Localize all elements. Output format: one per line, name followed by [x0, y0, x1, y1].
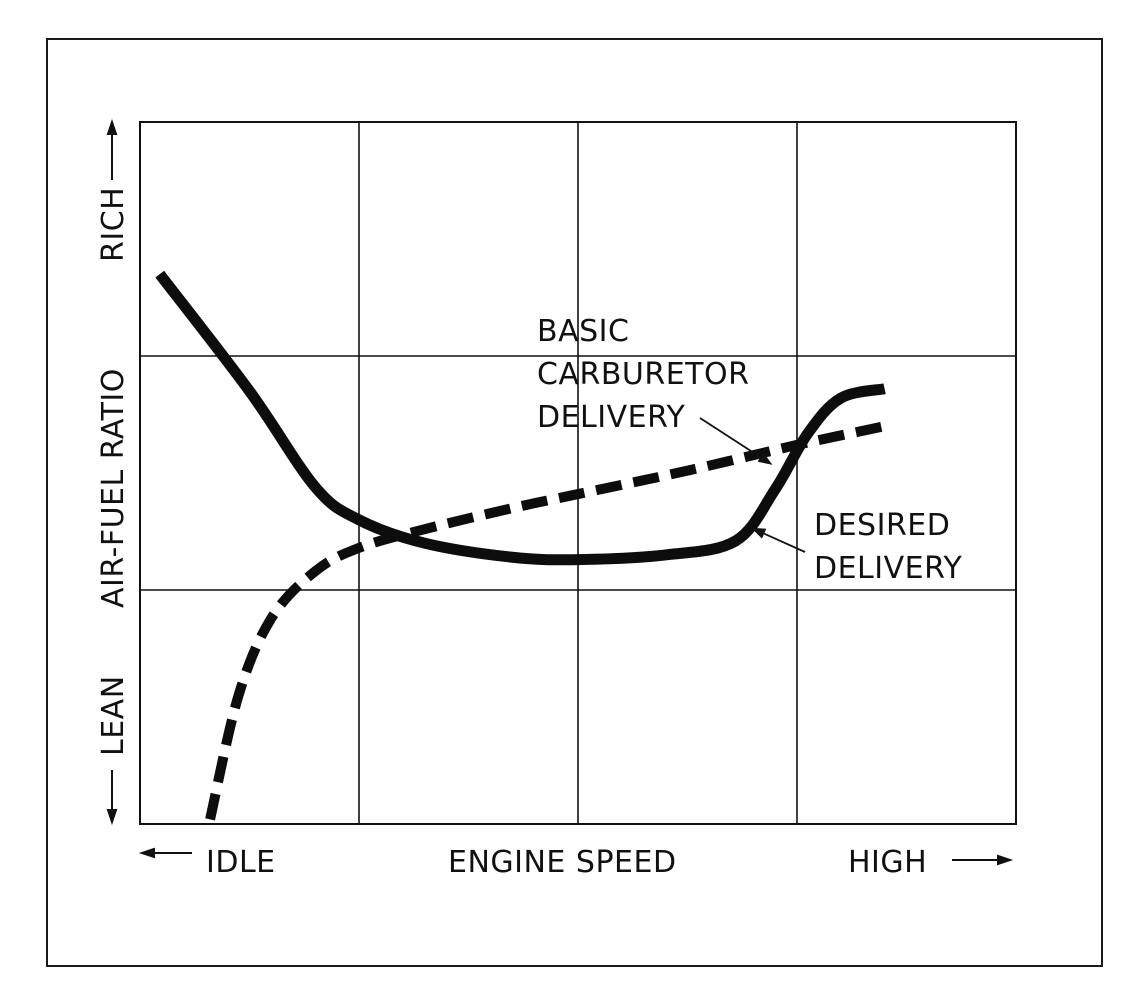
y-rich-label: RICH: [96, 187, 131, 262]
annotation-desired-line2: DELIVERY: [814, 551, 963, 586]
annotation-desired-line1: DESIRED: [814, 508, 950, 543]
desired-delivery-curve: [155, 270, 886, 566]
annotation-desired-leader: [751, 527, 806, 553]
y-axis-arrows: [106, 118, 118, 826]
y-lean-label: LEAN: [96, 675, 131, 756]
annotation-basic-line1: BASIC: [537, 314, 629, 349]
x-high-label: HIGH: [848, 845, 927, 880]
y-axis-title: AIR-FUEL RATIO: [96, 368, 131, 608]
annotation-basic-line2: CARBURETOR: [537, 357, 749, 392]
x-axis-title: ENGINE SPEED: [448, 845, 677, 880]
annotation-basic-leader: [699, 417, 773, 465]
grid-lines: [140, 122, 1016, 824]
basic-carburetor-delivery-curve: [205, 421, 886, 821]
annotation-basic-line3: DELIVERY: [537, 400, 686, 435]
figure-frame: [46, 38, 1103, 967]
x-axis-arrows: [138, 847, 1014, 866]
x-idle-label: IDLE: [206, 845, 276, 880]
